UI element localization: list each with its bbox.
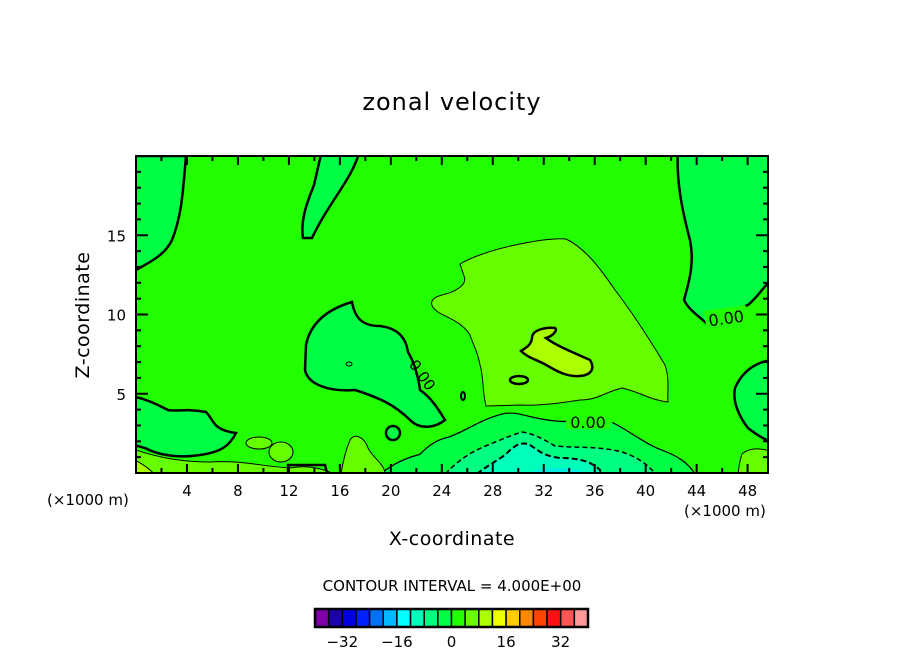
contour-interval-text: CONTOUR INTERVAL = 4.000E+00	[322, 577, 582, 595]
colorbar-swatch	[368, 608, 385, 628]
contour-region	[245, 436, 273, 450]
contour-region	[431, 238, 669, 407]
contour-region	[737, 448, 768, 473]
contour-region	[384, 424, 402, 442]
contour-region	[136, 460, 155, 473]
contour-region	[301, 156, 360, 240]
colorbar-swatch	[409, 608, 425, 628]
colorbar-swatch	[341, 608, 357, 628]
colorbar-tick-label: 32	[551, 633, 570, 651]
x-tick-label: 8	[233, 482, 243, 500]
colorbar-swatch	[478, 608, 494, 628]
colorbar-swatch	[423, 608, 439, 628]
x-unit-label: (×1000 m)	[684, 502, 766, 520]
contour-region	[345, 361, 353, 367]
colorbar-swatch	[382, 608, 398, 628]
colorbar-swatch	[573, 608, 589, 628]
chart-title: zonal velocity	[362, 88, 542, 116]
contour-region	[303, 300, 447, 428]
x-tick-label: 4	[182, 482, 192, 500]
contour-region	[733, 359, 768, 442]
y-tick-label: 5	[116, 386, 126, 404]
colorbar-tick-label: 16	[497, 633, 516, 651]
x-tick-label: 24	[432, 482, 451, 500]
colorbar-swatch	[396, 608, 412, 628]
contour-region	[508, 374, 530, 386]
colorbar-swatch	[532, 608, 548, 628]
contour-region	[676, 156, 768, 328]
colorbar-tick-label: 0	[447, 633, 457, 651]
colorbar-swatch	[437, 608, 453, 628]
colorbar-swatch	[491, 608, 507, 628]
colorbar-swatch	[505, 608, 521, 628]
colorbar-tick-label: −16	[381, 633, 413, 651]
contour-region	[460, 391, 466, 401]
x-tick-label: 16	[330, 482, 349, 500]
contour-region	[268, 441, 294, 463]
contour-region	[476, 442, 602, 473]
x-tick-label: 40	[636, 482, 655, 500]
colorbar-swatch	[314, 608, 330, 628]
contour-region	[519, 326, 594, 378]
x-tick-label: 20	[381, 482, 400, 500]
contour-region	[136, 156, 188, 272]
contour-region	[136, 395, 238, 458]
colorbar-swatch	[355, 608, 371, 628]
colorbar-swatch	[327, 608, 344, 628]
colorbar-frame	[313, 607, 590, 629]
y-tick-label: 10	[107, 307, 126, 325]
x-tick-label: 36	[585, 482, 604, 500]
contour-label: 0.00	[570, 413, 606, 432]
contour-label: 0.00	[707, 307, 745, 331]
y-tick-label: 15	[107, 227, 126, 245]
colorbar-swatch	[464, 608, 480, 628]
x-tick-label: 32	[534, 482, 553, 500]
x-axis-label: X-coordinate	[388, 528, 516, 550]
colorbar-tick-label: −32	[326, 633, 358, 651]
z-unit-label: (×1000 m)	[47, 491, 129, 509]
x-tick-label: 28	[483, 482, 502, 500]
colorbar-swatch	[450, 608, 466, 628]
x-tick-label: 12	[279, 482, 298, 500]
colorbar-swatch	[519, 608, 535, 628]
colorbar-swatch	[559, 608, 576, 628]
colorbar-swatch	[546, 608, 562, 628]
x-tick-label: 48	[738, 482, 757, 500]
x-tick-label: 44	[687, 482, 706, 500]
contour-region	[340, 435, 386, 473]
